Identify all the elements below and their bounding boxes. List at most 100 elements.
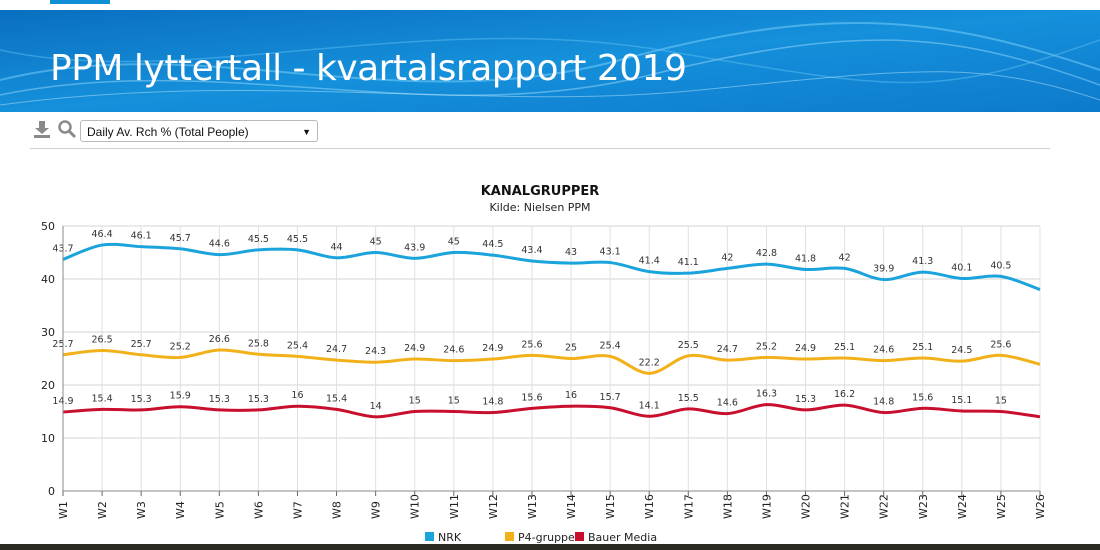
x-tick-label: W22 <box>878 494 891 519</box>
legend-swatch <box>425 532 434 541</box>
x-tick-label: W6 <box>252 501 265 519</box>
header-banner: PPM lyttertall - kvartalsrapport 2019 <box>0 10 1100 112</box>
chevron-down-icon: ▼ <box>302 127 311 137</box>
data-label: 43.1 <box>600 247 621 258</box>
metric-select-value: Daily Av. Rch % (Total People) <box>87 125 249 139</box>
data-label: 41.1 <box>678 257 699 268</box>
series-line-bauer-media[interactable] <box>62 403 1041 419</box>
chart-subtitle: Kilde: Nielsen PPM <box>489 201 590 214</box>
data-label: 16.2 <box>834 389 855 400</box>
data-label: 16 <box>565 390 577 401</box>
data-label: 15 <box>995 396 1007 407</box>
data-label: 15.3 <box>131 394 152 405</box>
data-label: 24.6 <box>443 345 464 356</box>
x-tick-label: W11 <box>448 494 461 519</box>
top-nav-tab[interactable] <box>50 0 110 4</box>
x-tick-label: W9 <box>370 501 383 519</box>
x-tick-label: W24 <box>956 494 969 519</box>
y-tick-label: 50 <box>41 220 55 233</box>
data-label: 14 <box>370 401 382 412</box>
data-label: 15.4 <box>326 393 347 404</box>
data-label: 25.7 <box>131 339 152 350</box>
data-label: 15.4 <box>92 393 113 404</box>
x-tick-label: W14 <box>565 494 578 519</box>
x-tick-label: W2 <box>96 501 109 519</box>
data-label: 25.4 <box>600 340 621 351</box>
data-label: 41.4 <box>639 256 660 267</box>
data-label: 24.9 <box>482 343 503 354</box>
x-tick-label: W19 <box>760 494 773 519</box>
data-label: 15.5 <box>678 393 699 404</box>
banner-wave-background <box>0 10 1100 112</box>
legend-item-p4-gruppen[interactable]: P4-gruppen <box>505 531 582 544</box>
data-label: 15 <box>409 396 421 407</box>
data-label: 15.7 <box>600 392 621 403</box>
data-label: 15.6 <box>912 392 933 403</box>
data-label: 44.6 <box>209 239 230 250</box>
x-tick-label: W13 <box>526 494 539 519</box>
data-label: 25.1 <box>834 342 855 353</box>
x-tick-label: W18 <box>721 494 734 519</box>
data-label: 40.5 <box>990 260 1011 271</box>
data-label: 24.3 <box>365 346 386 357</box>
x-tick-label: W25 <box>995 494 1008 519</box>
legend-item-nrk[interactable]: NRK <box>425 531 462 544</box>
data-label: 14.8 <box>873 397 894 408</box>
x-tick-label: W1 <box>57 501 70 519</box>
toolbar-divider <box>30 148 1050 149</box>
x-tick-label: W3 <box>135 501 148 519</box>
download-icon[interactable] <box>32 119 52 139</box>
data-label: 25.2 <box>756 341 777 352</box>
data-label: 14.6 <box>717 398 738 409</box>
data-label: 45 <box>370 237 382 248</box>
data-label: 25.4 <box>287 340 308 351</box>
y-tick-label: 40 <box>41 273 55 286</box>
y-tick-label: 0 <box>48 485 55 498</box>
legend-swatch <box>575 532 584 541</box>
data-label: 45 <box>448 237 460 248</box>
data-label: 39.9 <box>873 264 894 275</box>
data-label: 26.6 <box>209 334 230 345</box>
x-tick-label: W4 <box>174 501 187 519</box>
data-label: 43.9 <box>404 242 425 253</box>
data-label: 46.4 <box>92 229 113 240</box>
data-label: 15.3 <box>795 394 816 405</box>
y-tick-label: 30 <box>41 326 55 339</box>
data-label: 45.5 <box>248 234 269 245</box>
x-tick-label: W16 <box>643 494 656 519</box>
data-label: 43.4 <box>521 245 542 256</box>
magnifier-icon[interactable] <box>57 119 77 139</box>
x-tick-label: W12 <box>487 494 500 519</box>
legend-label: NRK <box>438 531 462 544</box>
data-label: 15.9 <box>170 391 191 402</box>
data-label: 44.5 <box>482 239 503 250</box>
data-label: 42 <box>721 252 733 263</box>
data-label: 14.1 <box>639 400 660 411</box>
legend-item-bauer-media[interactable]: Bauer Media <box>575 531 657 544</box>
footer-strip <box>0 544 1100 550</box>
data-label: 15.1 <box>951 395 972 406</box>
metric-select[interactable]: Daily Av. Rch % (Total People) ▼ <box>80 120 318 142</box>
x-tick-label: W5 <box>213 501 226 519</box>
x-tick-label: W20 <box>800 494 813 519</box>
data-label: 26.5 <box>92 335 113 346</box>
data-label: 24.7 <box>326 344 347 355</box>
data-label: 25.6 <box>990 339 1011 350</box>
data-label: 15.6 <box>521 392 542 403</box>
legend-label: P4-gruppen <box>518 531 582 544</box>
data-label: 15.3 <box>248 394 269 405</box>
data-label: 25 <box>565 343 577 354</box>
data-label: 44 <box>331 242 343 253</box>
data-label: 25.8 <box>248 338 269 349</box>
data-label: 15 <box>448 396 460 407</box>
data-label: 24.9 <box>404 343 425 354</box>
data-label: 42.8 <box>756 248 777 259</box>
page-title: PPM lyttertall - kvartalsrapport 2019 <box>50 48 687 89</box>
data-label: 16.3 <box>756 389 777 400</box>
series-line-nrk[interactable] <box>62 242 1041 292</box>
series-line-p4-gruppen[interactable] <box>62 348 1041 375</box>
data-label: 25.5 <box>678 340 699 351</box>
data-label: 43 <box>565 247 577 258</box>
data-label: 16 <box>291 390 303 401</box>
y-tick-label: 10 <box>41 432 55 445</box>
